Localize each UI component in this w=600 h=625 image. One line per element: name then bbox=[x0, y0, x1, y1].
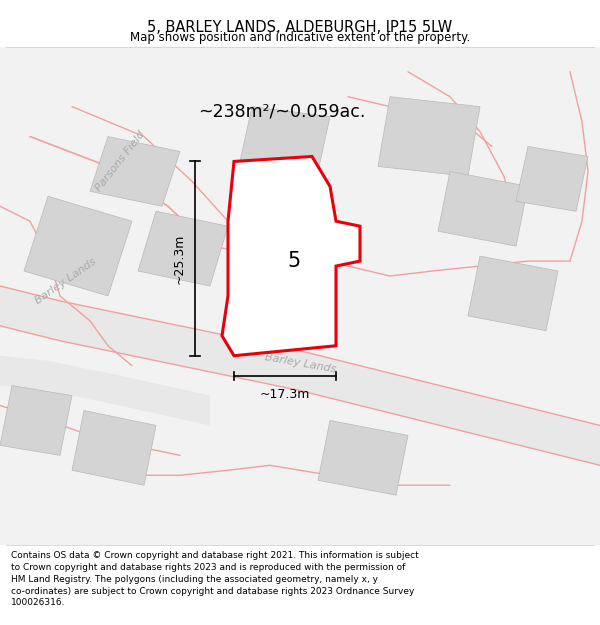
Text: 5: 5 bbox=[287, 251, 301, 271]
Polygon shape bbox=[240, 107, 330, 171]
Polygon shape bbox=[0, 356, 210, 426]
Polygon shape bbox=[378, 97, 480, 176]
Polygon shape bbox=[438, 171, 528, 246]
Polygon shape bbox=[468, 256, 558, 331]
Text: Parsons Field: Parsons Field bbox=[94, 129, 146, 194]
Text: ~17.3m: ~17.3m bbox=[260, 388, 310, 401]
Polygon shape bbox=[24, 196, 132, 296]
Text: Barley Lands: Barley Lands bbox=[263, 352, 337, 374]
Text: ~25.3m: ~25.3m bbox=[173, 233, 186, 284]
Polygon shape bbox=[222, 156, 360, 356]
Text: 5, BARLEY LANDS, ALDEBURGH, IP15 5LW: 5, BARLEY LANDS, ALDEBURGH, IP15 5LW bbox=[148, 20, 452, 35]
Polygon shape bbox=[90, 136, 180, 206]
Polygon shape bbox=[0, 386, 72, 456]
Polygon shape bbox=[138, 211, 228, 286]
Text: ~238m²/~0.059ac.: ~238m²/~0.059ac. bbox=[199, 102, 365, 121]
Text: Barley Lands: Barley Lands bbox=[34, 256, 98, 306]
Text: Map shows position and indicative extent of the property.: Map shows position and indicative extent… bbox=[130, 31, 470, 44]
Polygon shape bbox=[72, 411, 156, 485]
Text: Contains OS data © Crown copyright and database right 2021. This information is : Contains OS data © Crown copyright and d… bbox=[11, 551, 419, 608]
Polygon shape bbox=[0, 286, 600, 465]
Polygon shape bbox=[516, 146, 588, 211]
Polygon shape bbox=[318, 421, 408, 495]
